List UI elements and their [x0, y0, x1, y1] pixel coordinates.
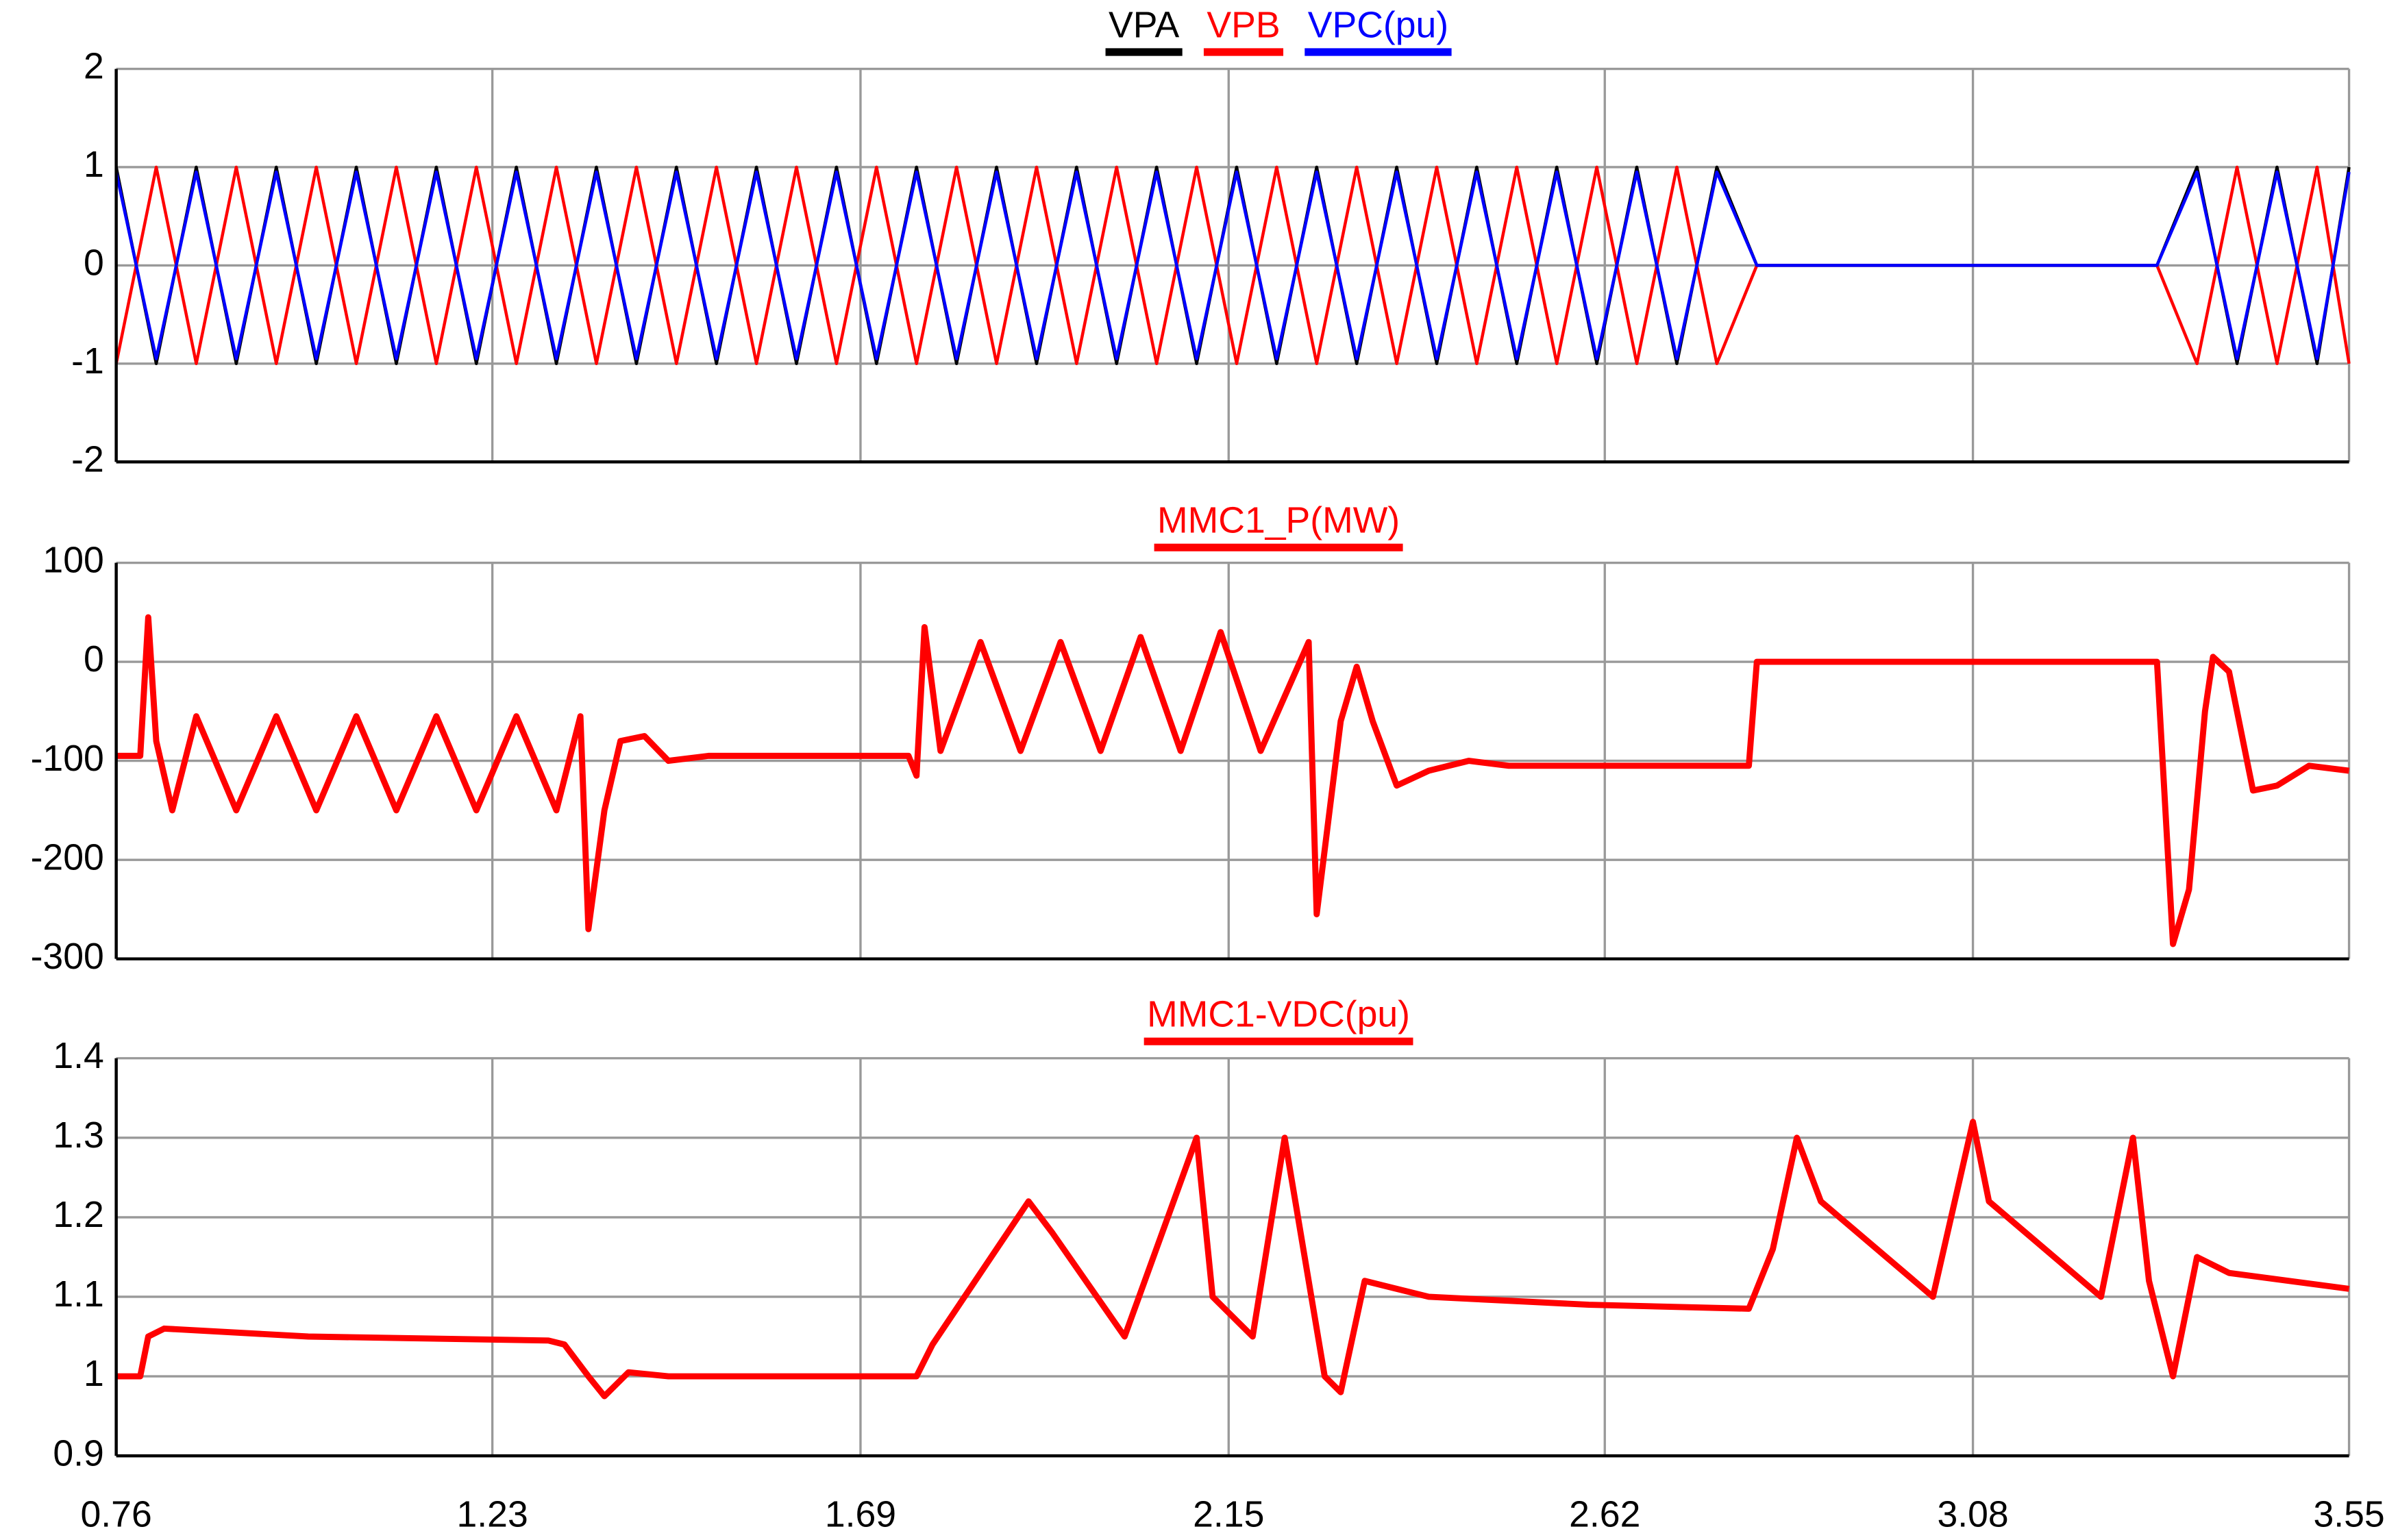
- y-tick-label: 1.1: [53, 1274, 103, 1315]
- x-tick-label: 1.23: [457, 1495, 528, 1535]
- legend: VPA VPB VPC(pu): [1105, 5, 1452, 56]
- legend-label: VPA: [1109, 5, 1179, 45]
- y-tick-label: 2: [84, 47, 104, 87]
- legend-label: MMC1-VDC(pu): [1147, 995, 1410, 1035]
- legend: MMC1_P(MW): [1154, 501, 1403, 551]
- y-tick-label: 1.2: [53, 1195, 103, 1235]
- y-tick-label: 1: [84, 1354, 104, 1394]
- y-tick-label: 1: [84, 145, 104, 185]
- legend-label: VPC(pu): [1308, 5, 1448, 45]
- legend: MMC1-VDC(pu): [1144, 995, 1413, 1045]
- y-tick-label: 1.4: [53, 1036, 103, 1076]
- legend-label: VPB: [1207, 5, 1280, 45]
- series-line: [116, 614, 2350, 947]
- y-tick-label: 100: [42, 541, 103, 581]
- x-tick-label: 1.69: [825, 1495, 896, 1535]
- x-tick-label: 2.15: [1193, 1495, 1264, 1535]
- y-tick-label: -100: [31, 738, 104, 779]
- series-line: [114, 170, 2351, 360]
- y-tick-label: 0: [84, 243, 104, 284]
- y-tick-label: 0: [84, 639, 104, 680]
- y-tick-label: -300: [31, 936, 104, 977]
- y-tick-label: -200: [31, 837, 104, 878]
- x-tick-label: 3.55: [2313, 1495, 2384, 1535]
- x-tick-label: 2.62: [1569, 1495, 1640, 1535]
- series-line: [116, 1119, 2350, 1400]
- y-tick-label: 1.3: [53, 1115, 103, 1156]
- legend-label: MMC1_P(MW): [1157, 501, 1400, 541]
- y-tick-label: -2: [71, 439, 104, 480]
- x-tick-label: 0.76: [81, 1495, 152, 1535]
- y-tick-label: 0.9: [53, 1433, 103, 1474]
- x-tick-label: 3.08: [1937, 1495, 2008, 1535]
- y-tick-label: -1: [71, 341, 104, 382]
